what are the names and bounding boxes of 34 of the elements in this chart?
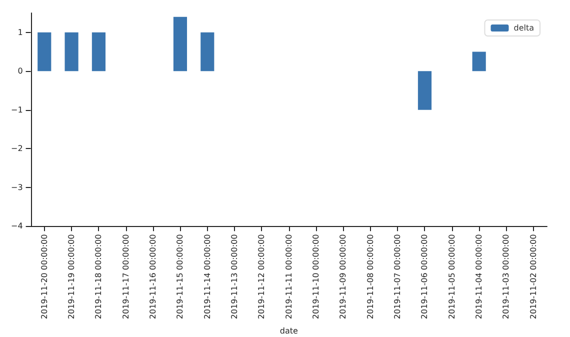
bar bbox=[64, 32, 78, 72]
x-tick-label: 2019-11-09 00:00:00 bbox=[338, 234, 348, 320]
bar bbox=[418, 71, 432, 110]
y-tick-label: −4 bbox=[10, 222, 23, 231]
x-axis-title: date bbox=[280, 326, 298, 336]
x-tick-label: 2019-11-15 00:00:00 bbox=[176, 234, 185, 320]
x-tick-label: 2019-11-10 00:00:00 bbox=[312, 234, 321, 320]
x-tick-label: 2019-11-12 00:00:00 bbox=[257, 234, 266, 320]
x-tick-label: 2019-11-13 00:00:00 bbox=[230, 234, 240, 320]
x-tick-label: 2019-11-19 00:00:00 bbox=[67, 234, 76, 320]
x-tick-label: 2019-11-07 00:00:00 bbox=[393, 234, 402, 320]
bar bbox=[173, 16, 188, 72]
x-tick-label: 2019-11-11 00:00:00 bbox=[284, 234, 294, 320]
y-tick-label: −2 bbox=[10, 144, 23, 154]
x-tick-label: 2019-11-03 00:00:00 bbox=[502, 234, 511, 320]
x-tick-label: 2019-11-20 00:00:00 bbox=[40, 234, 49, 320]
x-tick-label: 2019-11-02 00:00:00 bbox=[528, 234, 538, 320]
x-tick-label: 2019-11-08 00:00:00 bbox=[366, 234, 375, 320]
y-tick-label: −1 bbox=[10, 105, 23, 114]
bar bbox=[200, 32, 214, 72]
bar bbox=[38, 32, 52, 72]
x-tick-label: 2019-11-04 00:00:00 bbox=[474, 234, 484, 320]
x-tick-label: 2019-11-16 00:00:00 bbox=[148, 234, 158, 320]
bar bbox=[92, 32, 106, 72]
x-tick-label: 2019-11-05 00:00:00 bbox=[447, 234, 456, 320]
x-tick-label: 2019-11-17 00:00:00 bbox=[121, 234, 130, 320]
x-tick-label: 2019-11-06 00:00:00 bbox=[420, 234, 430, 320]
x-tick-label: 2019-11-18 00:00:00 bbox=[94, 234, 104, 320]
y-tick-label: 1 bbox=[18, 28, 23, 37]
y-tick-label: 0 bbox=[18, 66, 23, 76]
bar bbox=[472, 52, 486, 72]
x-tick-label: 2019-11-14 00:00:00 bbox=[202, 234, 212, 320]
legend-label: delta bbox=[514, 24, 534, 32]
y-tick-label: −3 bbox=[10, 182, 23, 192]
